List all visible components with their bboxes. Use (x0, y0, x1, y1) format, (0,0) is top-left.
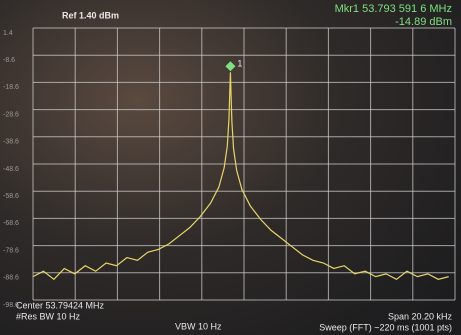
sweep: Sweep (FFT) ~220 ms (1001 pts) (319, 322, 452, 332)
reference-level: Ref 1.40 dBm (62, 10, 119, 20)
y-tick-label: -8.6 (3, 57, 15, 64)
center-frequency: Center 53.79424 MHz (16, 300, 105, 310)
y-tick-label: 1.4 (3, 30, 13, 37)
marker-frequency: Mkr1 53.793 591 6 MHz (335, 3, 452, 15)
y-tick-label: -98.6 (3, 302, 19, 309)
span: Span 20.20 kHz (388, 311, 453, 321)
y-tick-label: -38.6 (3, 139, 19, 146)
marker-label: 1 (237, 59, 242, 69)
screen-background (0, 0, 461, 335)
y-tick-label: -88.6 (3, 275, 19, 282)
marker-level: -14.89 dBm (395, 16, 452, 28)
y-tick-label: -48.6 (3, 166, 19, 173)
y-tick-label: -18.6 (3, 84, 19, 91)
resolution-bandwidth: #Res BW 10 Hz (16, 311, 81, 321)
page: Ref 1.40 dBm Mkr1 53.793 591 6 MHz -14.8… (0, 0, 461, 335)
analyzer-screen: Ref 1.40 dBm Mkr1 53.793 591 6 MHz -14.8… (0, 0, 461, 335)
y-tick-label: -28.6 (3, 111, 19, 118)
y-tick-label: -68.6 (3, 220, 19, 227)
video-bandwidth: VBW 10 Hz (175, 321, 222, 331)
y-tick-label: -78.6 (3, 247, 19, 254)
y-tick-label: -58.6 (3, 193, 19, 200)
